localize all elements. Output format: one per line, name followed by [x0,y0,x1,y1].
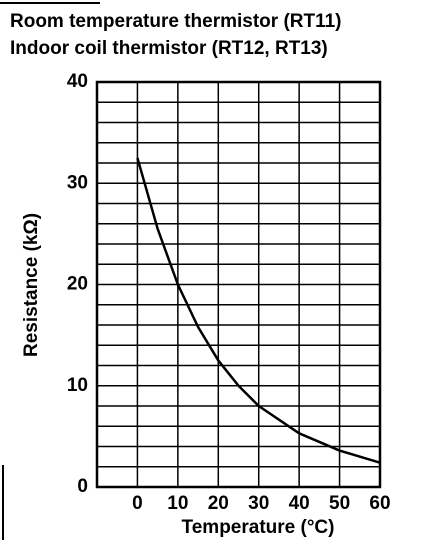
y-axis-label: Resistance (kΩ) [21,213,42,357]
x-tick-label: 20 [208,493,229,514]
x-tick-label: 40 [289,493,310,514]
chart-title: Room temperature thermistor (RT11) [10,11,342,32]
x-tick-label: 10 [167,493,188,514]
x-axis-label: Temperature (°C) [182,517,335,538]
x-tick-label: 30 [248,493,269,514]
x-tick-label: 0 [132,493,143,514]
plot-frame [95,80,382,489]
y-tick-label: 20 [67,274,88,295]
x-tick-label: 60 [369,493,390,514]
chart-subtitle: Indoor coil thermistor (RT12, RT13) [10,38,328,59]
y-tick-label: 0 [77,476,88,497]
y-tick-label: 30 [67,172,88,193]
y-tick-label: 40 [67,71,88,92]
curve [136,157,381,464]
y-tick-label: 10 [67,375,88,396]
x-tick-label: 50 [329,493,350,514]
